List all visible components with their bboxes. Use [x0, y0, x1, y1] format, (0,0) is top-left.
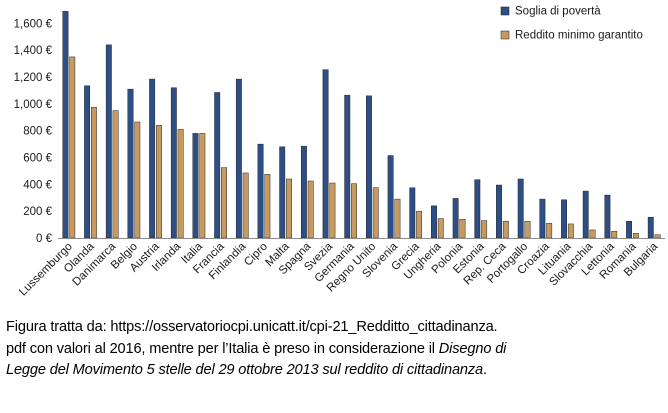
bar-minimum-income [69, 56, 76, 239]
y-tick-label: 800 € [23, 126, 52, 138]
bar-poverty-threshold [192, 133, 199, 239]
legend-swatch-minimum-income [500, 30, 510, 40]
bar-poverty-threshold [235, 78, 242, 239]
bar-minimum-income [394, 198, 401, 239]
bar-poverty-threshold [84, 85, 91, 239]
bar-poverty-threshold [322, 69, 329, 239]
bar-minimum-income [242, 172, 249, 239]
bar-poverty-threshold [409, 187, 416, 239]
y-tick-label: 600 € [23, 153, 52, 165]
bar-poverty-threshold [539, 198, 546, 239]
bar-minimum-income [221, 167, 227, 239]
bar-minimum-income [416, 210, 423, 239]
bar-poverty-threshold [62, 11, 69, 239]
bar-minimum-income [524, 221, 531, 239]
bar-poverty-threshold [366, 95, 372, 239]
bar-minimum-income [459, 218, 466, 239]
bar-minimum-income [134, 121, 141, 239]
bar-poverty-threshold [214, 92, 221, 239]
bar-poverty-threshold [387, 155, 394, 239]
bar-poverty-threshold [105, 44, 112, 239]
caption-line-3-end: . [483, 362, 487, 378]
bar-poverty-threshold [257, 143, 264, 239]
caption-line-1: Figura tratta da: https://osservatoriocp… [6, 319, 498, 335]
bar-minimum-income [286, 178, 292, 239]
y-tick-label: 400 € [23, 179, 52, 191]
y-tick-label: 0 € [36, 233, 53, 245]
bar-poverty-threshold [149, 78, 156, 239]
legend-swatch-poverty [500, 6, 510, 16]
bar-minimum-income [437, 218, 444, 239]
bar-minimum-income [372, 187, 379, 239]
caption-line-3-italic: Legge del Movimento 5 stelle del 29 otto… [6, 362, 483, 378]
bar-minimum-income [90, 107, 97, 239]
bar-minimum-income [632, 233, 639, 239]
bar-poverty-threshold [496, 184, 502, 239]
bar-poverty-threshold [344, 94, 351, 239]
y-tick-label: 1,000 € [14, 99, 53, 111]
bar-minimum-income [589, 229, 596, 239]
bars [62, 11, 661, 239]
y-tick-label: 1,400 € [14, 45, 53, 57]
bar-chart: 0 € 200 € 400 € 600 € 800 € 1,000 € 1,200 € 1,4… [14, 6, 665, 298]
bar-minimum-income [502, 221, 509, 239]
bar-poverty-threshold [279, 146, 286, 239]
x-axis-labels: LussemburgoOlandaDanimarcaBelgioAustriaI… [17, 240, 661, 298]
bar-poverty-threshold [127, 88, 134, 239]
caption-line-2-text: pdf con valori al 2016, mentre per l’Ita… [6, 340, 439, 357]
bar-minimum-income [611, 231, 618, 239]
bar-minimum-income [351, 183, 357, 239]
bar-poverty-threshold [170, 87, 177, 239]
bar-minimum-income [156, 125, 162, 239]
bar-poverty-threshold [431, 205, 437, 239]
caption-line-3: Legge del Movimento 5 stelle del 29 otto… [6, 360, 662, 382]
legend-label-poverty: Soglia di povertà [515, 6, 601, 18]
legend-label-minimum-income: Reddito minimo garantito [515, 30, 643, 42]
bar-minimum-income [177, 129, 184, 239]
bar-minimum-income [199, 133, 206, 239]
bar-minimum-income [329, 182, 336, 239]
bar-poverty-threshold [517, 178, 524, 239]
figure-caption: Figura tratta da: https://osservatoriocp… [6, 317, 662, 382]
bar-minimum-income [307, 180, 314, 239]
y-tick-label: 1,200 € [14, 72, 53, 84]
bar-minimum-income [654, 234, 661, 239]
bar-poverty-threshold [300, 145, 307, 239]
caption-line-2: pdf con valori al 2016, mentre per l’Ita… [6, 339, 662, 361]
bar-poverty-threshold [647, 216, 654, 239]
bar-minimum-income [264, 174, 271, 239]
bar-minimum-income [546, 223, 553, 239]
bar-poverty-threshold [582, 190, 589, 239]
bar-poverty-threshold [452, 198, 459, 239]
bar-poverty-threshold [561, 199, 567, 239]
bar-poverty-threshold [604, 194, 611, 239]
bar-poverty-threshold [474, 179, 481, 239]
legend: Soglia di povertà Reddito minimo garanti… [500, 6, 643, 42]
bar-minimum-income [567, 223, 574, 239]
caption-line-2-italic: Disegno di [438, 340, 507, 357]
bar-minimum-income [481, 220, 488, 239]
bar-minimum-income [112, 110, 119, 239]
y-tick-label: 200 € [23, 206, 52, 218]
bar-poverty-threshold [626, 221, 633, 239]
y-tick-label: 1,600 € [14, 18, 53, 30]
y-axis: 0 € 200 € 400 € 600 € 800 € 1,000 € 1,200 € 1,4… [14, 18, 53, 245]
